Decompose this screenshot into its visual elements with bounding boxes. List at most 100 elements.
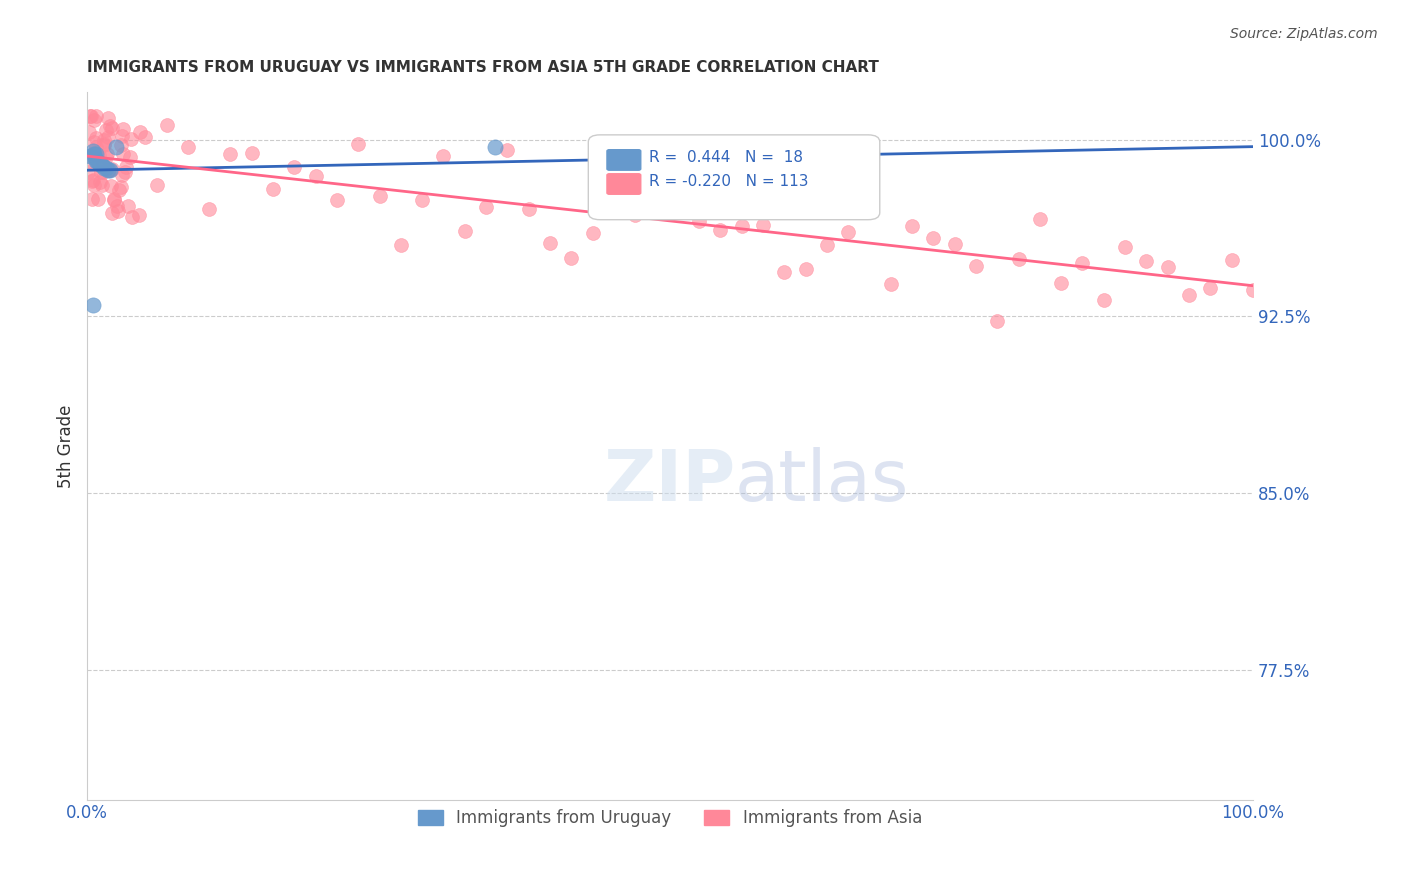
Point xyxy=(1050,276,1073,290)
Point xyxy=(305,169,328,183)
Y-axis label: 5th Grade: 5th Grade xyxy=(58,404,75,488)
Point xyxy=(97,111,120,125)
Point xyxy=(83,113,105,128)
Point xyxy=(80,155,103,169)
Point xyxy=(129,125,152,139)
Point xyxy=(103,193,125,207)
Point xyxy=(89,156,111,170)
Point xyxy=(103,193,125,207)
Point xyxy=(219,147,242,161)
Point xyxy=(93,137,115,152)
Point xyxy=(114,165,136,179)
Point xyxy=(83,135,105,149)
FancyBboxPatch shape xyxy=(607,174,641,194)
Point xyxy=(117,198,139,212)
Point xyxy=(134,129,156,144)
Point xyxy=(496,143,519,157)
Point xyxy=(118,150,141,164)
Point xyxy=(89,157,111,171)
Point xyxy=(96,147,118,161)
Point xyxy=(794,262,817,277)
Point xyxy=(110,137,132,152)
Point xyxy=(77,125,100,139)
Point xyxy=(83,145,105,160)
Point xyxy=(1178,288,1201,302)
Point xyxy=(79,149,101,163)
Point xyxy=(82,297,104,311)
Point xyxy=(101,121,124,136)
Point xyxy=(111,147,134,161)
Text: atlas: atlas xyxy=(734,447,908,516)
Point xyxy=(84,152,107,166)
Point xyxy=(115,161,138,175)
Point xyxy=(1114,240,1136,254)
Point xyxy=(1071,256,1094,270)
Point xyxy=(283,160,305,174)
FancyBboxPatch shape xyxy=(607,150,641,170)
Point xyxy=(84,140,107,154)
Point xyxy=(86,153,108,168)
Point xyxy=(79,109,101,123)
Text: R =  0.444   N =  18: R = 0.444 N = 18 xyxy=(650,150,803,165)
Point xyxy=(581,226,603,240)
Point xyxy=(87,193,110,207)
Point xyxy=(1220,253,1243,268)
Point xyxy=(86,146,108,161)
Point xyxy=(815,238,838,252)
Point xyxy=(111,121,134,136)
Text: ZIP: ZIP xyxy=(603,447,735,516)
Text: Source: ZipAtlas.com: Source: ZipAtlas.com xyxy=(1230,27,1378,41)
Point xyxy=(100,178,122,193)
Point xyxy=(110,180,132,194)
Point xyxy=(83,178,105,193)
Point xyxy=(100,206,122,220)
Point xyxy=(108,183,131,197)
Point xyxy=(709,223,731,237)
Point xyxy=(87,147,110,161)
Point xyxy=(96,123,118,137)
Point xyxy=(368,189,391,203)
Point xyxy=(943,237,966,252)
Point xyxy=(93,161,115,175)
Point xyxy=(98,120,121,134)
Point xyxy=(454,224,477,238)
Point xyxy=(1007,252,1029,267)
Point xyxy=(389,237,412,252)
Point xyxy=(82,145,104,159)
Point xyxy=(97,163,120,178)
Point xyxy=(1135,253,1157,268)
Point xyxy=(98,163,121,178)
Point xyxy=(128,208,150,222)
Point xyxy=(93,133,115,147)
Point xyxy=(90,159,112,173)
Point xyxy=(432,149,454,163)
Point xyxy=(752,219,775,233)
Point xyxy=(145,178,167,192)
Point xyxy=(1029,211,1052,226)
Point xyxy=(155,118,177,132)
Point xyxy=(91,158,114,172)
Point xyxy=(688,213,710,227)
Point xyxy=(80,192,103,206)
Point xyxy=(89,175,111,189)
Point xyxy=(645,194,668,209)
Point xyxy=(560,251,582,265)
Point xyxy=(77,149,100,163)
FancyBboxPatch shape xyxy=(588,135,880,219)
Point xyxy=(101,161,124,176)
Point xyxy=(87,156,110,170)
Point xyxy=(94,161,117,175)
Point xyxy=(624,209,647,223)
Legend: Immigrants from Uruguay, Immigrants from Asia: Immigrants from Uruguay, Immigrants from… xyxy=(411,802,929,834)
Text: IMMIGRANTS FROM URUGUAY VS IMMIGRANTS FROM ASIA 5TH GRADE CORRELATION CHART: IMMIGRANTS FROM URUGUAY VS IMMIGRANTS FR… xyxy=(87,60,879,75)
Point xyxy=(837,225,859,239)
Point xyxy=(84,109,107,123)
Text: R = -0.220   N = 113: R = -0.220 N = 113 xyxy=(650,174,808,189)
Point xyxy=(326,193,349,207)
Point xyxy=(91,178,114,193)
Point xyxy=(1156,260,1178,274)
Point xyxy=(111,128,134,143)
Point xyxy=(93,138,115,153)
Point xyxy=(80,109,103,123)
Point xyxy=(475,201,498,215)
